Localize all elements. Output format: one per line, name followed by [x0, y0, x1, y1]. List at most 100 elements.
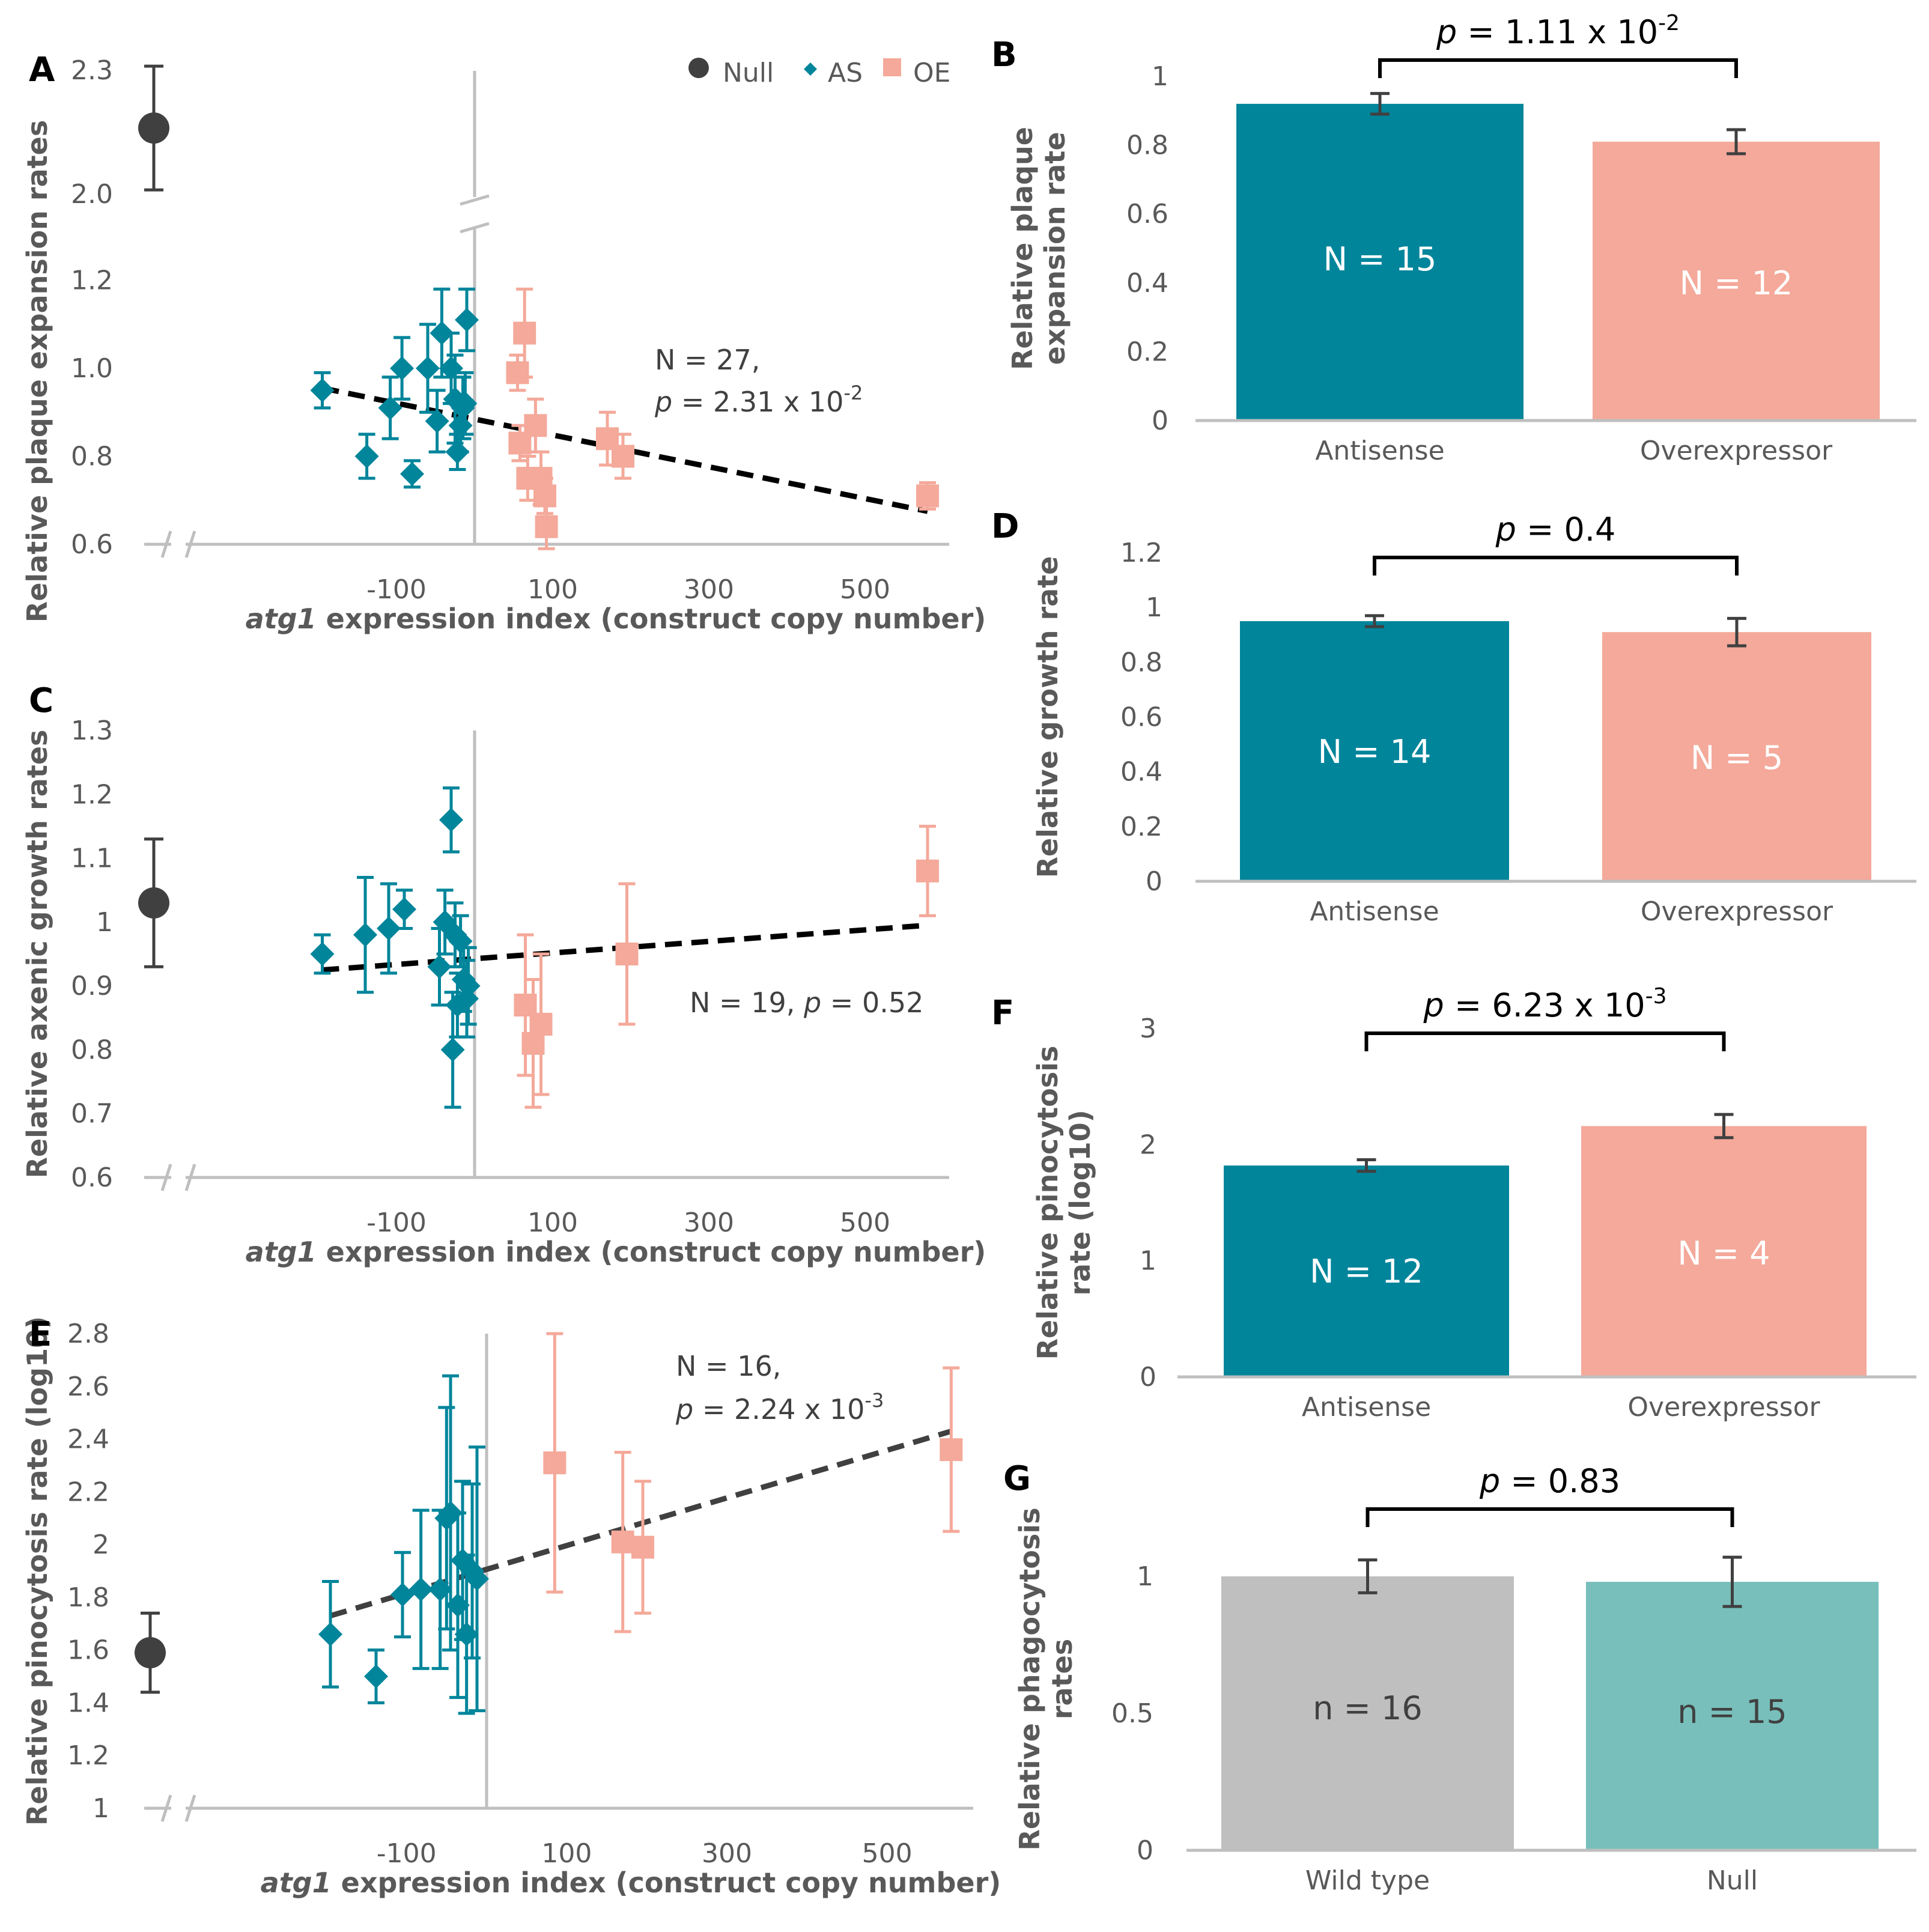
y-axis-label-line: Relative growth rate — [1031, 556, 1064, 878]
panel-label-C: C — [29, 681, 53, 720]
y-tick-label: 2 — [93, 1530, 109, 1560]
y-axis-label: Relative pinocytosis rate (log10) — [21, 1316, 53, 1826]
x-tick-label: 100 — [527, 574, 578, 605]
p-value-symbol: p — [1423, 986, 1444, 1024]
bar-n-label: n = 16 — [1313, 1689, 1423, 1727]
as-point — [353, 923, 377, 947]
oe-point — [612, 445, 634, 468]
category-label: Antisense — [1302, 1392, 1431, 1423]
y-tick-label: 1.4 — [67, 1687, 109, 1718]
y-axis-label-line: expansion rate — [1039, 132, 1071, 365]
y-axis-label-line: rates — [1046, 1639, 1078, 1719]
x-tick-label: 300 — [702, 1838, 752, 1869]
p-value-number: = 0.4 — [1516, 511, 1615, 548]
axis-break-gap — [171, 1803, 186, 1813]
as-point — [416, 356, 440, 381]
p-value-symbol: p — [1479, 1462, 1500, 1500]
y-tick-label: 0.4 — [1120, 757, 1162, 788]
as-point — [430, 321, 454, 345]
y-axis-label-line: Relative axenic growth rates — [21, 730, 53, 1179]
as-point — [364, 1664, 388, 1689]
x-tick-label: 100 — [527, 1208, 578, 1238]
y-tick-label: 0.8 — [71, 442, 113, 472]
as-point — [390, 356, 415, 381]
y-tick-label-high: 2.3 — [71, 55, 113, 86]
y-tick-label: 1 — [1140, 1246, 1156, 1277]
p-value-symbol: p — [1436, 13, 1457, 51]
bar-n-label: N = 15 — [1323, 240, 1437, 278]
p-value-label: p = 1.11 x 10-2 — [1436, 11, 1680, 51]
p-value-number: = 6.23 x 10 — [1444, 986, 1645, 1024]
as-point — [392, 897, 416, 922]
y-tick-label: 0.2 — [1126, 336, 1168, 367]
p-value-number: = 0.83 — [1500, 1462, 1620, 1500]
significance-bracket — [1365, 1507, 1734, 1527]
y-axis-label-line: Relative plaque — [1006, 127, 1039, 370]
y-tick-label: 0.6 — [71, 1162, 113, 1193]
oe-point — [916, 484, 939, 508]
y-tick-label: 0.6 — [71, 529, 113, 560]
panel-G: 0 0.5 1 n = 16 Wild type n = 15 Null p = 0.83 Re… — [1013, 1462, 1916, 1896]
oe-point — [631, 1536, 654, 1559]
significance-bracket — [1364, 1031, 1726, 1051]
panel-C: 0.6 0.7 0.8 0.9 1 1.1 1.2 1.3 -100 100 300 500atg1 … — [21, 715, 986, 1268]
oe-series — [543, 1332, 963, 1633]
y-axis-label-line: Relative phagocytosis — [1013, 1507, 1046, 1850]
annotation-p-value: = 2.31 x 10 — [672, 386, 843, 418]
y-tick-label: 1 — [93, 1793, 109, 1824]
as-point — [456, 974, 481, 998]
bar-n-label: N = 12 — [1680, 264, 1793, 302]
as-point — [409, 1577, 433, 1602]
oe-point — [524, 414, 547, 437]
annotation: N = 19, p = 0.52 — [690, 986, 923, 1019]
y-tick-label: 0 — [1137, 1835, 1153, 1866]
annotation-n: N = 19, — [690, 986, 804, 1019]
y-tick-label: 0.5 — [1111, 1698, 1153, 1729]
panel-label-A: A — [29, 50, 55, 90]
panel-label-F: F — [991, 994, 1014, 1033]
legend-as-label: AS — [828, 58, 863, 88]
significance-bracket — [1378, 58, 1738, 78]
as-point — [378, 395, 403, 420]
annotation-p-value: = 2.24 x 10 — [693, 1393, 864, 1426]
as-point — [310, 378, 335, 402]
bar-n-label: n = 15 — [1677, 1693, 1787, 1731]
y-tick-label: 0.7 — [71, 1099, 113, 1129]
y-tick-label: 0 — [1146, 866, 1162, 897]
p-value-exponent: -3 — [1645, 984, 1667, 1009]
p-value-number: = 1.11 x 10 — [1457, 13, 1658, 51]
y-tick-label: 1.3 — [71, 715, 113, 746]
y-axis-label: Relative plaque expansion rates — [21, 120, 53, 622]
as-point — [428, 1577, 452, 1602]
y-axis-label: Relative axenic growth rates — [21, 730, 53, 1179]
y-tick-label: 1.0 — [71, 353, 113, 384]
as-point — [453, 391, 478, 416]
x-axis-label-italic: atg1 — [246, 603, 317, 635]
as-point — [390, 1582, 415, 1607]
as-point — [440, 1037, 465, 1062]
y-axis-label-line: Relative pinocytosis — [1031, 1046, 1064, 1360]
axis-break-gap — [171, 1173, 186, 1182]
oe-point — [543, 1451, 567, 1475]
y-tick-label-high: 2.0 — [71, 179, 113, 210]
axis-break-gap — [171, 539, 186, 549]
oe-point — [529, 1012, 553, 1036]
annotation-p-symbol: p — [654, 386, 672, 418]
y-tick-label: 1 — [1137, 1561, 1153, 1592]
bar-n-label: N = 5 — [1691, 739, 1783, 777]
y-tick-label: 1.8 — [67, 1582, 109, 1613]
as-point — [425, 409, 449, 433]
y-tick-label: 1.2 — [67, 1740, 109, 1771]
y-axis-label-line: rate (log10) — [1064, 1110, 1096, 1295]
axis-break-mark — [160, 1794, 196, 1822]
x-tick-label: 500 — [862, 1838, 913, 1869]
bar-overexpressor — [1581, 1126, 1867, 1377]
annotation-p-exponent: -2 — [843, 381, 863, 404]
as-point — [465, 1567, 489, 1591]
x-axis-label: atg1 expression index (construct copy nu… — [261, 1867, 1001, 1899]
annotation-n: N = 27, — [655, 344, 760, 376]
y-tick-label: 1.6 — [67, 1635, 109, 1666]
bar-n-label: N = 14 — [1318, 733, 1432, 771]
